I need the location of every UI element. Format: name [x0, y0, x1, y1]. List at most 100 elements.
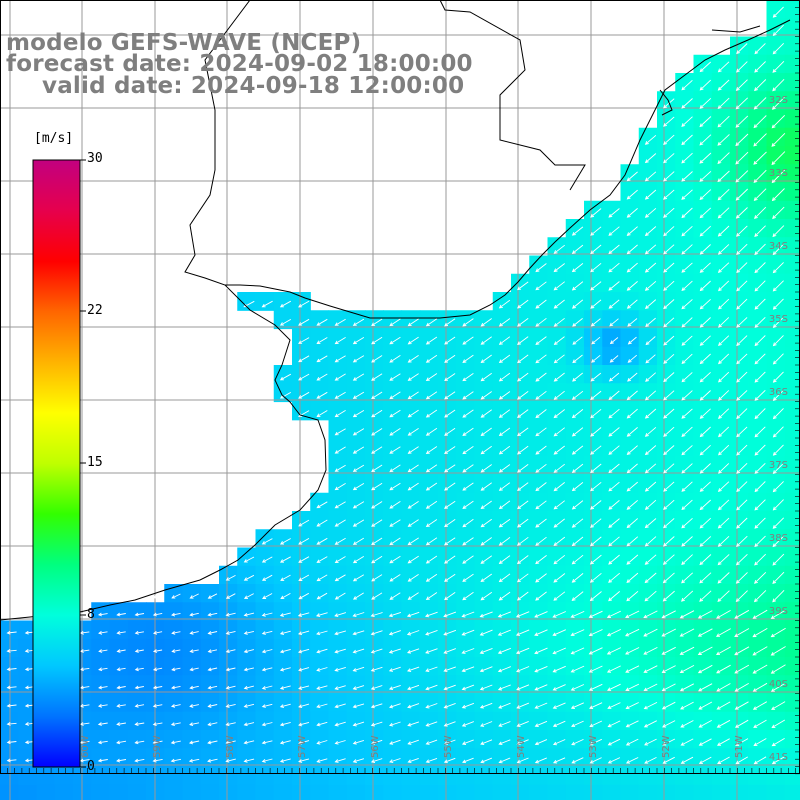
wind-vector: [662, 536, 675, 547]
wind-vector: [480, 391, 492, 400]
wind-cell: [310, 638, 330, 658]
wind-vector: [717, 188, 730, 201]
wind-cell: [255, 565, 275, 585]
wind-vector: [679, 628, 695, 637]
wind-vector: [298, 337, 310, 344]
wind-vector: [754, 43, 766, 55]
wind-cell: [638, 346, 658, 366]
wind-vector: [698, 701, 713, 710]
wind-cell: [584, 255, 603, 275]
wind-cell: [383, 492, 403, 512]
wind-cell: [383, 383, 403, 403]
wind-cell: [127, 638, 147, 658]
wind-vector: [152, 758, 163, 763]
wind-vector: [644, 299, 657, 310]
wind-cell: [438, 346, 457, 366]
wind-cell: [620, 675, 640, 695]
wind-vector: [717, 79, 730, 91]
wind-cell: [438, 730, 457, 749]
wind-vector: [535, 390, 547, 400]
wind-cell: [383, 730, 403, 749]
wind-cell: [401, 383, 421, 403]
wind-cell: [730, 237, 749, 257]
wind-vector: [590, 318, 601, 327]
wind-vector: [497, 684, 511, 691]
wind-cell: [419, 675, 439, 695]
wind-cell: [547, 711, 567, 731]
wind-vector: [225, 667, 236, 672]
wind-cell: [0, 711, 19, 731]
wind-cell: [547, 237, 567, 257]
wind-cell: [438, 565, 457, 585]
wind-vector: [662, 554, 675, 565]
wind-vector: [717, 115, 730, 128]
wind-cell: [456, 584, 476, 603]
wind-vector: [189, 667, 199, 672]
wind-vector: [736, 481, 748, 493]
wind-cell: [584, 693, 603, 713]
wind-cell: [0, 657, 19, 676]
wind-cell: [620, 365, 640, 384]
wind-cell: [511, 766, 530, 786]
wind-cell: [200, 748, 220, 768]
wind-vector: [772, 408, 784, 420]
wind-cell: [310, 511, 330, 530]
wind-vector: [207, 575, 218, 581]
wind-vector: [279, 721, 291, 727]
wind-cell: [164, 711, 184, 731]
wind-vector: [535, 263, 547, 273]
wind-cell: [438, 492, 457, 512]
wind-vector: [680, 756, 694, 764]
wind-vector: [571, 757, 584, 764]
wind-cell: [675, 401, 695, 421]
wind-cell: [584, 328, 603, 348]
wind-cell: [310, 730, 330, 749]
wind-cell: [730, 146, 749, 165]
wind-vector: [591, 336, 601, 345]
wind-cell: [693, 182, 713, 202]
wind-vector: [736, 371, 748, 383]
wind-cell: [255, 730, 275, 749]
wind-vector: [334, 446, 346, 454]
wind-vector: [498, 372, 511, 382]
wind-vector: [334, 355, 346, 363]
wind-cell: [365, 419, 384, 439]
wind-cell: [273, 620, 293, 640]
wind-vector: [553, 354, 565, 364]
wind-vector: [425, 757, 438, 764]
wind-cell: [565, 310, 585, 330]
wind-cell: [638, 693, 658, 713]
wind-vector: [6, 630, 17, 635]
wind-cell: [730, 711, 749, 731]
lat-label: 35S: [769, 314, 788, 325]
wind-cell: [219, 565, 238, 585]
wind-cell: [456, 711, 476, 731]
wind-vector: [406, 611, 420, 618]
wind-vector: [407, 428, 419, 436]
wind-vector: [754, 262, 766, 274]
wind-cell: [584, 638, 603, 658]
wind-cell: [456, 602, 476, 622]
wind-cell: [711, 730, 731, 749]
wind-vector: [534, 665, 548, 673]
wind-vector: [243, 574, 255, 581]
wind-vector: [736, 61, 748, 73]
wind-vector: [644, 463, 657, 474]
wind-vector: [298, 355, 310, 363]
wind-cell: [419, 730, 439, 749]
wind-vector: [734, 664, 750, 674]
wind-cell: [419, 602, 439, 622]
wind-cell: [401, 310, 421, 330]
wind-cell: [328, 438, 348, 457]
wind-vector: [444, 336, 456, 345]
wind-cell: [675, 748, 695, 768]
wind-vector: [643, 683, 658, 692]
wind-vector: [772, 24, 784, 37]
wind-vector: [352, 721, 365, 727]
wind-vector: [626, 518, 638, 529]
wind-cell: [419, 511, 439, 530]
wind-cell: [365, 456, 384, 476]
wind-vector: [298, 538, 310, 545]
wind-vector: [480, 445, 492, 455]
wind-vector: [352, 428, 365, 436]
